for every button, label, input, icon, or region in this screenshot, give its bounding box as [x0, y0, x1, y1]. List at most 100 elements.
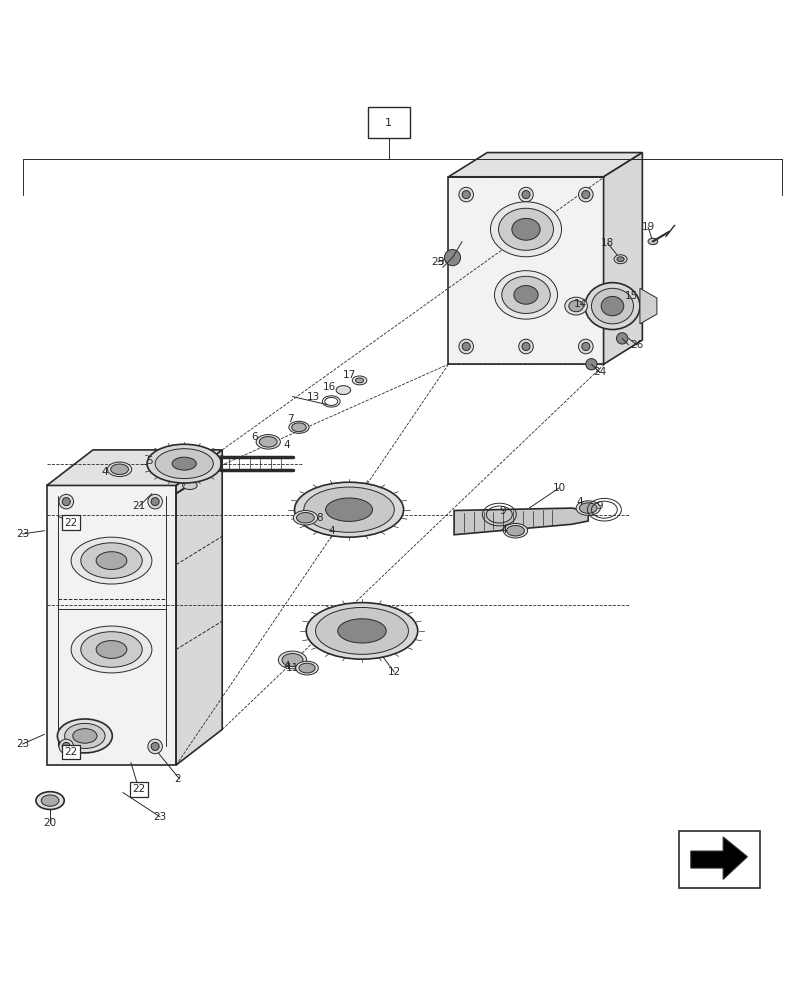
Ellipse shape	[304, 487, 394, 532]
Polygon shape	[448, 177, 604, 364]
Text: 18: 18	[601, 238, 614, 248]
Circle shape	[462, 191, 470, 199]
Ellipse shape	[81, 543, 142, 578]
Text: 19: 19	[642, 222, 654, 232]
Circle shape	[459, 339, 473, 354]
Circle shape	[579, 187, 593, 202]
Ellipse shape	[96, 552, 127, 569]
Polygon shape	[448, 153, 642, 177]
Ellipse shape	[259, 437, 277, 447]
Ellipse shape	[601, 296, 624, 316]
Text: 22: 22	[65, 518, 78, 528]
Text: 7: 7	[288, 414, 294, 424]
Circle shape	[151, 498, 159, 506]
Text: 23: 23	[16, 739, 29, 749]
Ellipse shape	[503, 523, 528, 538]
Text: 23: 23	[16, 529, 29, 539]
Circle shape	[459, 187, 473, 202]
Circle shape	[582, 342, 590, 351]
Ellipse shape	[648, 238, 658, 245]
Ellipse shape	[576, 501, 600, 515]
Ellipse shape	[65, 723, 105, 748]
Polygon shape	[691, 837, 747, 879]
Text: 24: 24	[593, 367, 606, 377]
Ellipse shape	[306, 603, 418, 659]
Ellipse shape	[315, 607, 408, 654]
Ellipse shape	[41, 795, 59, 806]
Ellipse shape	[507, 525, 524, 536]
Ellipse shape	[591, 288, 633, 324]
Text: 2: 2	[175, 774, 181, 784]
Text: 5: 5	[146, 456, 153, 466]
Circle shape	[519, 187, 533, 202]
Bar	[368, 107, 410, 138]
Ellipse shape	[57, 719, 112, 753]
Text: 26: 26	[630, 340, 643, 350]
Text: 15: 15	[625, 291, 638, 301]
Ellipse shape	[569, 300, 583, 312]
Ellipse shape	[292, 423, 306, 432]
Ellipse shape	[282, 654, 303, 666]
Ellipse shape	[502, 276, 550, 313]
Polygon shape	[454, 508, 588, 535]
Text: 3: 3	[437, 257, 444, 267]
Text: 12: 12	[388, 667, 401, 677]
Circle shape	[151, 742, 159, 750]
Circle shape	[586, 359, 597, 370]
Ellipse shape	[256, 435, 280, 449]
Ellipse shape	[96, 641, 127, 658]
Ellipse shape	[297, 513, 314, 523]
Text: 20: 20	[44, 818, 57, 828]
Text: 4: 4	[102, 467, 108, 477]
Ellipse shape	[617, 257, 624, 262]
Ellipse shape	[512, 218, 540, 240]
Circle shape	[579, 339, 593, 354]
Polygon shape	[604, 153, 642, 364]
Circle shape	[462, 342, 470, 351]
Ellipse shape	[71, 626, 152, 673]
Ellipse shape	[71, 537, 152, 584]
Text: 17: 17	[343, 370, 356, 380]
Ellipse shape	[172, 457, 196, 470]
Circle shape	[519, 339, 533, 354]
Bar	[679, 831, 760, 888]
Ellipse shape	[111, 464, 128, 475]
Ellipse shape	[293, 511, 318, 525]
Ellipse shape	[147, 444, 221, 483]
Ellipse shape	[155, 449, 213, 479]
Text: 22: 22	[65, 747, 78, 757]
Text: 4: 4	[284, 661, 290, 671]
Ellipse shape	[288, 421, 309, 433]
Text: 23: 23	[154, 812, 166, 822]
Text: 4: 4	[284, 440, 290, 450]
Ellipse shape	[352, 376, 367, 385]
Polygon shape	[47, 485, 176, 765]
Ellipse shape	[299, 663, 315, 673]
Ellipse shape	[579, 503, 597, 513]
Ellipse shape	[278, 651, 306, 669]
Text: 4: 4	[328, 526, 335, 536]
Ellipse shape	[107, 462, 132, 477]
Ellipse shape	[614, 255, 627, 264]
Polygon shape	[47, 450, 222, 485]
Ellipse shape	[73, 729, 97, 743]
Polygon shape	[640, 288, 657, 324]
Text: 21: 21	[133, 501, 145, 511]
Text: 1: 1	[385, 118, 392, 128]
Ellipse shape	[356, 378, 364, 383]
Circle shape	[59, 494, 74, 509]
Circle shape	[148, 739, 162, 754]
Ellipse shape	[336, 386, 351, 395]
Text: 4: 4	[577, 497, 583, 507]
Text: 13: 13	[307, 392, 320, 402]
Text: 22: 22	[133, 784, 145, 794]
Ellipse shape	[490, 202, 562, 257]
Ellipse shape	[514, 286, 538, 304]
Circle shape	[582, 191, 590, 199]
Ellipse shape	[294, 482, 404, 537]
Text: 10: 10	[553, 483, 566, 493]
Text: 4: 4	[500, 525, 507, 535]
Text: 11: 11	[286, 663, 299, 673]
Ellipse shape	[494, 271, 558, 319]
Ellipse shape	[326, 498, 372, 521]
